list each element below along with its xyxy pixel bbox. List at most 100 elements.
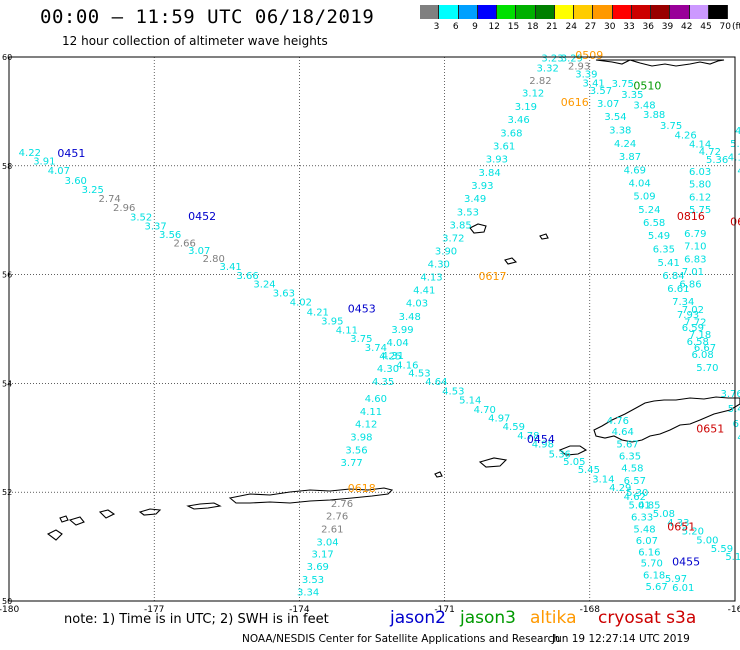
swh-value: 3.04 [316,538,338,549]
swh-value: 3.88 [643,110,665,121]
lat-tick-label: 52 [2,488,12,497]
color-swatch [516,5,536,19]
swh-value: 5.05 [563,457,585,468]
swh-value: 3.68 [500,128,522,139]
swh-value: 4.41 [413,286,435,297]
coastline-aleutian-main [228,487,394,504]
swh-value: 3.53 [302,575,324,586]
swh-value: 4.58 [621,464,643,475]
swh-value: 4.35 [372,377,394,388]
swh-value: 4.25 [379,351,401,362]
pass-time-label: 0618 [348,482,376,495]
pass-time-label: 0509 [575,49,603,62]
coastline-aleutian-west-3 [98,509,116,519]
pass-time-label: 0616 [561,96,589,109]
swh-value: 4.85 [638,501,660,512]
color-swatch [497,5,517,19]
swh-value: 4.11 [336,325,358,336]
swh-value: 3.90 [435,246,457,257]
swh-value: 6.01 [672,583,694,594]
swh-value: 2.61 [321,524,343,535]
swh-value: 7.02 [682,305,704,316]
swh-value: 3.14 [592,474,614,485]
swh-value: 6.58 [687,337,709,348]
swh-value: 3.07 [188,246,210,257]
swh-value: 3.41 [220,262,242,273]
swh-value: 7.34 [672,297,694,308]
swh-value: 4.30 [377,364,399,375]
color-swatch-label: 70 [719,22,731,32]
swh-value: 4.21 [307,307,329,318]
generated-timestamp: Jun 19 12:27:14 UTC 2019 [552,633,690,645]
swh-value: 3.37 [145,221,167,232]
swh-value: 3.12 [522,89,544,100]
swh-value: 3.95 [321,317,343,328]
swh-value: 5.44 [728,404,740,415]
swh-value: 5.70 [641,559,663,570]
pass-time-label: 0816 [677,210,705,223]
pass-time-label: 0510 [633,80,661,93]
coastline-island-b [504,257,518,265]
color-swatch [574,5,594,19]
swh-value: 4.60 [365,394,387,405]
swh-value: 6.84 [662,271,684,282]
swh-value: 3.91 [33,157,55,168]
color-swatch-label: 27 [584,22,597,32]
pass-time-label: 0451 [57,147,85,160]
lon-tick-label: -171 [434,605,454,615]
swh-value: 3.84 [478,168,500,179]
swh-value: 7.10 [684,242,706,253]
swh-value: 4.12 [355,419,377,430]
footnote: note: 1) Time is in UTC; 2) SWH is in fe… [64,612,329,627]
swh-value: 4.33 [667,518,689,529]
swh-value: 2.76 [326,511,348,522]
swh-value: 3.60 [65,176,87,187]
swh-value: 7.93 [677,310,699,321]
swh-value: 4.53 [442,386,464,397]
swh-value: 3.56 [345,446,367,457]
swh-value: 6.33 [631,512,653,523]
swh-value: 6.16 [638,547,660,558]
swh-value: 4.59 [503,422,525,433]
color-swatch [477,5,497,19]
swh-value: 4.14 [689,139,711,150]
swh-value: 3.49 [464,194,486,205]
swh-value: 4.62 [624,492,646,503]
lat-tick-label: 54 [2,379,12,388]
swh-value: 3.77 [341,458,363,469]
swh-value: 6.59 [682,323,704,334]
swh-value: 4.07 [48,166,70,177]
swh-value: 6.08 [691,350,713,361]
map-frame [8,56,736,602]
swh-value: 2.74 [99,194,121,205]
coastline [46,59,740,541]
color-swatch [708,5,728,19]
color-swatch-label: 18 [527,22,539,32]
color-swatch [458,5,478,19]
swh-value: 4.13 [420,273,442,284]
coastline-alaska-peninsula [593,396,740,443]
swh-value: 4.97 [488,413,510,424]
coastline-aleutian-west-2 [138,508,162,516]
swh-value: 3.54 [604,112,626,123]
swh-value: 3.25 [82,185,104,196]
color-swatch [420,5,440,19]
satellite-legend-item: jason3 [460,608,516,628]
satellite-legend-item: jason2 [390,608,446,628]
swh-value: 3.07 [597,99,619,110]
swh-value: 4.16 [396,361,418,372]
swh-value: 5.08 [653,509,675,520]
swh-value: 5.20 [682,527,704,538]
pass-time-label: 0455 [672,556,700,569]
swh-value: 3.38 [609,126,631,137]
swh-value: 6.18 [643,571,665,582]
coastline-alaska-north [595,59,725,67]
satellite-legend-item: altika [530,608,577,628]
swh-value: 3.29 [561,53,583,64]
swh-value: 4.26 [675,131,697,142]
swh-value: 3.57 [590,86,612,97]
coastline-aleutian-west-6 [59,515,69,523]
pass-time-label: 0651 [696,422,724,435]
swh-value: 2.66 [174,238,196,249]
